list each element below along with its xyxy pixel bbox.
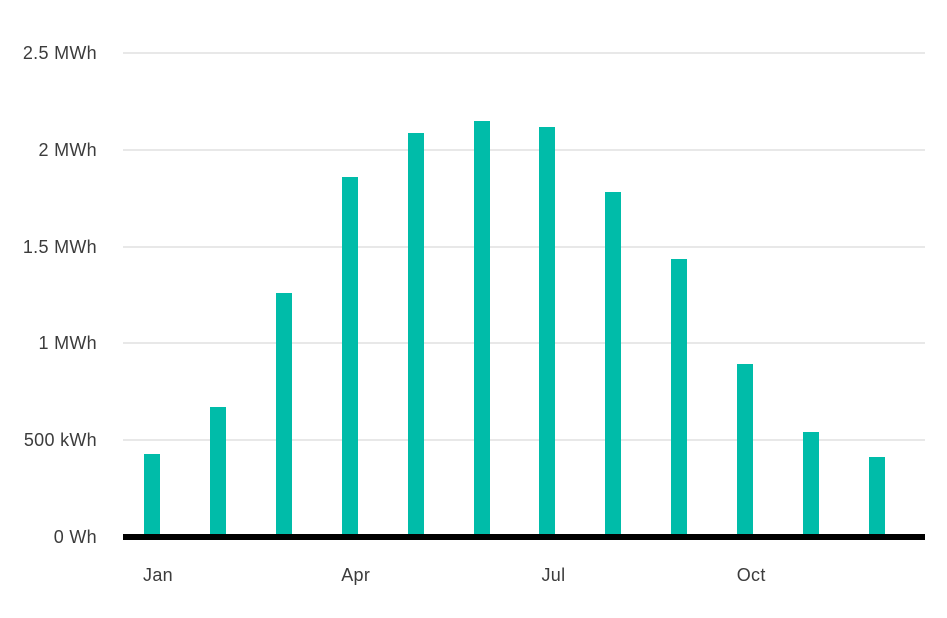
bar-nov[interactable] xyxy=(803,432,820,537)
y-tick-label: 1 MWh xyxy=(38,333,97,354)
bar-feb[interactable] xyxy=(209,407,226,537)
gridline-2000kwh xyxy=(123,148,925,151)
x-tick-label-jan: Jan xyxy=(143,565,173,585)
y-tick-label: 500 kWh xyxy=(23,430,97,451)
x-tick-label-apr: Apr xyxy=(341,565,371,585)
bar-dec[interactable] xyxy=(869,456,885,537)
y-tick-label: 2.5 MWh xyxy=(22,43,97,63)
y-tick-label: 2 MWh xyxy=(38,139,97,160)
y-tick-label: 0 Wh xyxy=(53,527,97,547)
gridline-1500kwh xyxy=(123,245,925,248)
bar-jun[interactable] xyxy=(473,120,490,537)
gridline-2500kwh xyxy=(123,52,925,54)
x-tick-label-oct: Oct xyxy=(736,565,766,585)
bar-may[interactable] xyxy=(407,133,424,537)
bar-apr[interactable] xyxy=(341,176,358,537)
x-tick-label-jul: Jul xyxy=(541,565,566,585)
bar-jul[interactable] xyxy=(539,126,556,537)
bar-jan[interactable] xyxy=(144,453,160,537)
gridline-1000kwh xyxy=(123,342,925,345)
bar-mar[interactable] xyxy=(275,293,292,537)
bar-sep[interactable] xyxy=(671,259,688,537)
bar-aug[interactable] xyxy=(605,192,622,537)
x-axis-line xyxy=(123,534,925,540)
bar-oct[interactable] xyxy=(737,363,754,537)
y-tick-label: 1.5 MWh xyxy=(22,236,97,257)
gridline-500kwh xyxy=(123,439,925,442)
